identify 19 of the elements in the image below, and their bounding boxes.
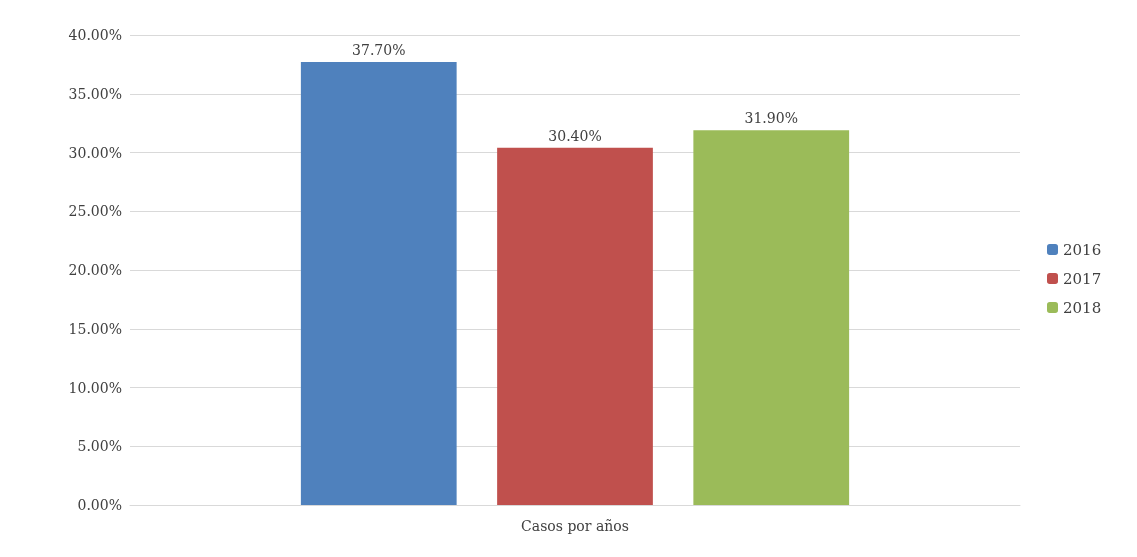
y-tick-label: 40.00% <box>68 27 122 43</box>
bar <box>497 147 653 505</box>
legend-label: 2017 <box>1063 269 1102 288</box>
bar <box>300 62 457 505</box>
data-label: 30.40% <box>548 127 602 144</box>
y-tick-label: 0.00% <box>77 497 122 513</box>
y-tick-label: 15.00% <box>68 320 122 337</box>
bar <box>693 130 850 505</box>
y-tick-label: 25.00% <box>68 203 122 220</box>
y-tick-label: 10.00% <box>68 379 122 396</box>
legend-label: 2016 <box>1063 240 1102 259</box>
y-tick-label: 20.00% <box>68 262 122 278</box>
data-label: 37.70% <box>352 42 406 59</box>
legend-label: 2018 <box>1063 298 1102 317</box>
y-tick-label: 5.00% <box>77 438 122 455</box>
data-label: 31.90% <box>744 110 798 127</box>
x-tick-label: Casos por años <box>521 518 629 534</box>
y-tick-label: 35.00% <box>68 85 122 102</box>
y-tick-label: 30.00% <box>68 144 122 161</box>
